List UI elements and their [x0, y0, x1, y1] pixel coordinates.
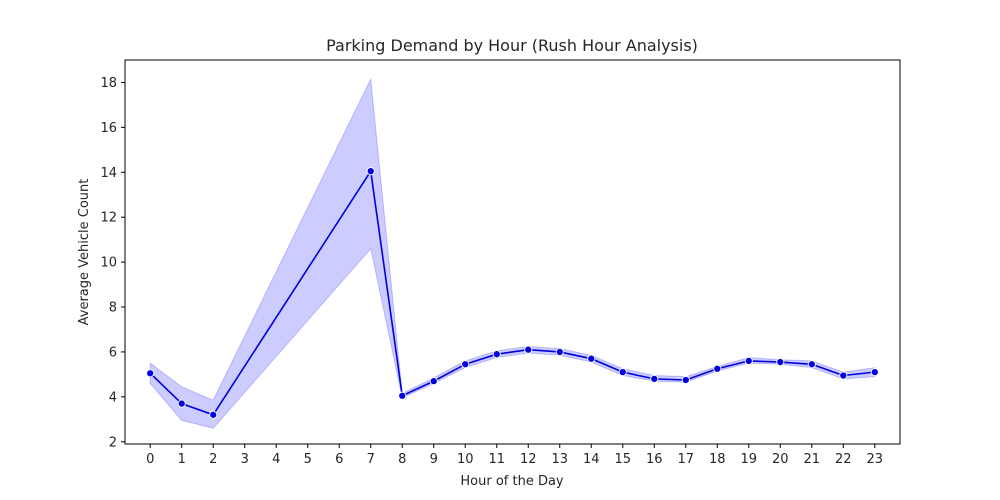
data-point [618, 368, 627, 377]
data-point [713, 364, 722, 373]
x-tick-label: 1 [178, 452, 186, 467]
y-tick-label: 10 [100, 256, 117, 271]
x-tick-label: 23 [867, 452, 884, 467]
data-point [429, 377, 438, 386]
plot-frame [124, 59, 901, 445]
x-axis-title: Hour of the Day [460, 474, 564, 489]
x-tick-label: 5 [304, 452, 312, 467]
x-tick-label: 7 [367, 452, 375, 467]
x-tick-label: 22 [835, 452, 852, 467]
x-tick-label: 16 [646, 452, 663, 467]
data-point [650, 374, 659, 383]
data-point [807, 360, 816, 369]
x-tick-label: 3 [241, 452, 249, 467]
x-tick-label: 21 [804, 452, 821, 467]
x-tick-label: 10 [457, 452, 474, 467]
data-point [776, 357, 785, 367]
y-tick-label: 8 [109, 301, 117, 316]
series-line [149, 170, 875, 416]
data-point [209, 410, 218, 419]
x-tick-label: 9 [430, 452, 438, 467]
y-tick-label: 18 [100, 76, 117, 91]
data-point [744, 356, 753, 365]
y-axis-title: Average Vehicle Count [77, 179, 92, 326]
data-point [366, 167, 375, 176]
y-tick-label: 2 [109, 435, 117, 450]
x-tick-label: 11 [488, 452, 505, 467]
x-tick-label: 15 [614, 452, 631, 467]
x-tick-label: 6 [335, 452, 343, 467]
y-tick-label: 4 [109, 390, 117, 405]
data-point [587, 354, 596, 363]
x-tick-label: 17 [677, 452, 694, 467]
data-point [870, 368, 879, 377]
data-point [681, 375, 690, 385]
x-axis: 0 1 2 3 4 5 6 7 8 9 10 11 12 13 14 15 16 17 18 19 20 21 22 23 [146, 444, 883, 467]
x-tick-label: 12 [520, 452, 537, 467]
y-tick-label: 12 [100, 211, 117, 226]
x-tick-label: 0 [146, 452, 154, 467]
y-axis: 2 4 6 8 10 12 14 16 18 [100, 76, 125, 450]
data-point [555, 347, 564, 356]
x-tick-label: 19 [741, 452, 758, 467]
data-point [146, 369, 155, 378]
x-tick-label: 14 [583, 452, 600, 467]
x-tick-label: 8 [398, 452, 406, 467]
x-tick-label: 4 [272, 452, 280, 467]
y-tick-label: 6 [109, 345, 117, 360]
data-point [839, 371, 848, 380]
x-tick-label: 18 [709, 452, 726, 467]
y-tick-label: 16 [100, 121, 117, 136]
data-point [461, 360, 470, 369]
y-tick-label: 14 [100, 166, 117, 181]
plot-area [146, 77, 879, 429]
x-tick-label: 13 [551, 452, 568, 467]
data-point [524, 345, 533, 354]
data-point [492, 350, 501, 359]
confidence-band [149, 77, 876, 429]
data-point [177, 399, 186, 408]
x-tick-label: 2 [209, 452, 217, 467]
x-tick-label: 20 [772, 452, 789, 467]
chart-title: Parking Demand by Hour (Rush Hour Analys… [326, 36, 698, 55]
data-point [398, 391, 407, 400]
